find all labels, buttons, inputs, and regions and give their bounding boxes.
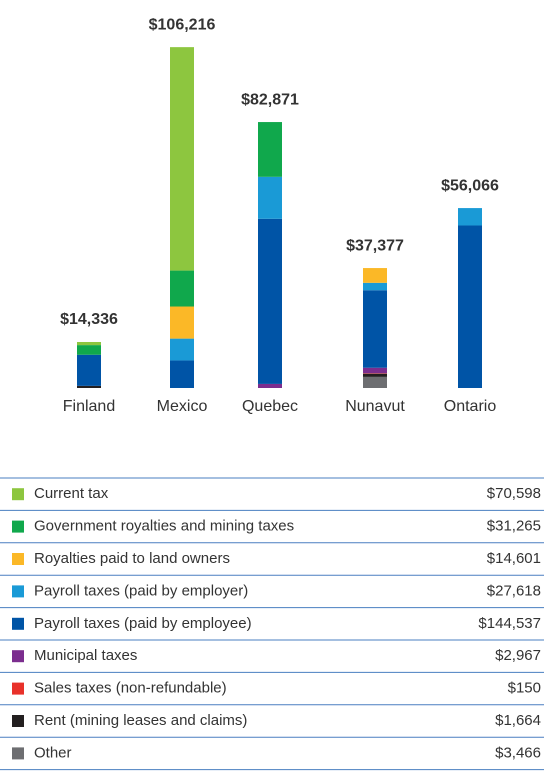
bar-segment: [258, 122, 282, 177]
bar-segment: [363, 367, 387, 374]
bar-segment: [77, 385, 101, 388]
legend-label: Other: [34, 744, 72, 761]
bar-segment: [363, 376, 387, 388]
bar-segment: [258, 383, 282, 388]
legend-label: Payroll taxes (paid by employer): [34, 582, 248, 599]
legend-label: Government royalties and mining taxes: [34, 518, 294, 535]
legend-swatch: [12, 585, 24, 598]
bar-segment: [363, 290, 387, 368]
bar-segment: [170, 306, 194, 339]
x-tick-label: Ontario: [444, 398, 497, 415]
x-tick-label: Nunavut: [345, 398, 405, 415]
legend-total: $1,664: [495, 712, 541, 729]
bar-segment: [77, 354, 101, 386]
bar-segment: [363, 268, 387, 283]
bar-segment: [170, 360, 194, 388]
legend-swatch: [12, 617, 24, 630]
legend-swatch: [12, 715, 24, 727]
legend-label: Municipal taxes: [34, 647, 137, 664]
total-label: $14,336: [60, 311, 118, 328]
legend-label: Rent (mining leases and claims): [34, 712, 247, 729]
legend-total: $144,537: [478, 615, 541, 632]
bar-segment: [77, 345, 101, 355]
legend-swatch: [12, 553, 24, 565]
total-label: $82,871: [241, 91, 299, 108]
bar-segment: [170, 270, 194, 307]
legend-label: Sales taxes (non-refundable): [34, 680, 227, 697]
bar-segment: [363, 282, 387, 291]
total-label: $56,066: [441, 177, 499, 194]
total-label: $37,377: [346, 237, 404, 254]
x-tick-label: Finland: [63, 398, 115, 415]
legend-swatch: [12, 650, 24, 663]
legend-swatch: [12, 747, 24, 760]
legend-swatch: [12, 488, 24, 501]
legend-total: $70,598: [487, 485, 541, 502]
legend-total: $2,967: [495, 647, 541, 664]
bar-segment: [458, 225, 482, 388]
x-tick-label: Mexico: [157, 398, 208, 415]
legend-total: $150: [508, 680, 541, 697]
bar-segment: [170, 338, 194, 361]
legend-swatch: [12, 520, 24, 533]
bar-segment: [258, 176, 282, 219]
x-tick-label: Quebec: [242, 398, 298, 415]
legend-swatch: [12, 682, 24, 695]
bar-segment: [258, 218, 282, 384]
legend-total: $3,466: [495, 744, 541, 761]
legend-total: $27,618: [487, 582, 541, 599]
legend-label: Payroll taxes (paid by employee): [34, 615, 252, 632]
total-label: $106,216: [149, 16, 216, 33]
bar-segment: [170, 47, 194, 271]
legend-total: $31,265: [487, 518, 541, 535]
bar-segment: [458, 208, 482, 226]
legend-total: $14,601: [487, 550, 541, 567]
bar-segment: [363, 373, 387, 377]
legend-label: Current tax: [34, 485, 109, 502]
legend-label: Royalties paid to land owners: [34, 550, 230, 567]
bar-segment: [77, 341, 101, 346]
